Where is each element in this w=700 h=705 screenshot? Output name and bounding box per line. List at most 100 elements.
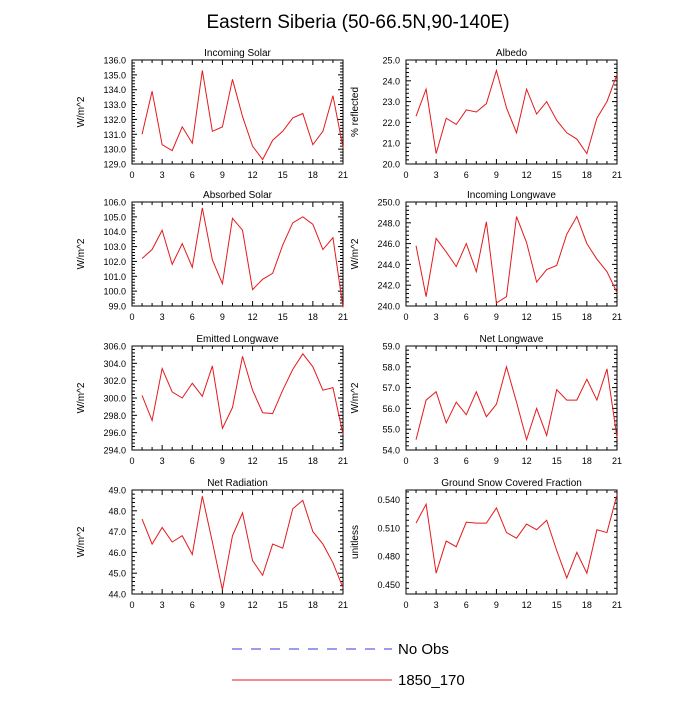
x-tick-label: 0	[403, 170, 408, 180]
x-tick-label: 9	[494, 170, 499, 180]
x-tick-label: 3	[160, 456, 165, 466]
x-tick-label: 15	[278, 170, 288, 180]
series-line	[141, 70, 344, 161]
y-tick-label: 0.480	[377, 552, 400, 562]
y-tick-label: 106.0	[103, 198, 126, 208]
y-tick-label: 59.0	[382, 342, 400, 352]
y-tick-label: 101.0	[103, 272, 126, 282]
plot-frame	[131, 59, 344, 165]
x-tick-label: 3	[160, 312, 165, 322]
x-tick-label: 0	[403, 312, 408, 322]
x-tick-label: 21	[338, 456, 348, 466]
y-tick-label: 44.0	[108, 590, 126, 600]
x-tick-label: 6	[464, 170, 469, 180]
y-tick-label: 24.0	[382, 76, 400, 86]
y-tick-label: 298.0	[103, 411, 126, 421]
x-tick-label: 6	[464, 600, 469, 610]
y-tick-label: 244.0	[377, 260, 400, 270]
x-tick-label: 15	[552, 312, 562, 322]
x-tick-label: 18	[308, 170, 318, 180]
x-tick-label: 3	[434, 600, 439, 610]
x-tick-label: 12	[522, 600, 532, 610]
panel-title: Ground Snow Covered Fraction	[441, 478, 582, 489]
y-tick-label: 105.0	[103, 212, 126, 222]
x-tick-label: 9	[220, 312, 225, 322]
panel-title: Albedo	[496, 48, 528, 59]
panel-title: Emitted Longwave	[196, 334, 279, 345]
x-tick-label: 18	[308, 600, 318, 610]
x-tick-label: 18	[582, 600, 592, 610]
y-tick-label: 306.0	[103, 342, 126, 352]
y-tick-label: 300.0	[103, 394, 126, 404]
panel-title: Net Radiation	[207, 478, 268, 489]
y-tick-label: 304.0	[103, 359, 126, 369]
y-tick-label: 0.510	[377, 523, 400, 533]
x-tick-label: 18	[582, 170, 592, 180]
y-tick-label: 56.0	[382, 404, 400, 414]
panel-7: Net Radiation W/m^2 0 3 6 9 12 15 18 21 44.0 45.0 46…	[76, 478, 348, 610]
panel-2: Albedo % reflected 0 3 6 9 12 15 18 21 20.0 21.0 22.…	[350, 48, 622, 180]
y-axis-label: W/m^2	[76, 96, 87, 127]
x-tick-label: 9	[494, 600, 499, 610]
x-tick-label: 18	[308, 312, 318, 322]
x-tick-label: 3	[434, 312, 439, 322]
plot-frame	[405, 201, 618, 307]
plot-frame	[131, 201, 344, 307]
x-tick-label: 12	[522, 456, 532, 466]
y-tick-label: 22.0	[382, 118, 400, 128]
y-tick-label: 25.0	[382, 56, 400, 66]
x-tick-label: 18	[582, 312, 592, 322]
y-tick-label: 49.0	[108, 486, 126, 496]
panel-6: Net Longwave W/m^2 0 3 6 9 12 15 18 21 54.0 55.0 56.…	[350, 334, 622, 466]
y-tick-label: 100.0	[103, 287, 126, 297]
y-tick-label: 57.0	[382, 383, 400, 393]
x-tick-label: 12	[248, 600, 258, 610]
y-tick-label: 136.0	[103, 56, 126, 66]
x-tick-label: 21	[338, 312, 348, 322]
x-tick-label: 21	[338, 600, 348, 610]
y-tick-label: 240.0	[377, 302, 400, 312]
series-line	[415, 68, 618, 155]
x-tick-label: 21	[612, 170, 622, 180]
panel-5: Emitted Longwave W/m^2 0 3 6 9 12 15 18 21 294.0 29…	[76, 334, 348, 466]
x-tick-label: 21	[612, 312, 622, 322]
panel-4: Incoming Longwave W/m^2 0 3 6 9 12 15 18 21 240.0 2…	[350, 190, 622, 322]
y-tick-label: 46.0	[108, 548, 126, 558]
x-tick-label: 3	[434, 456, 439, 466]
y-tick-label: 246.0	[377, 239, 400, 249]
x-tick-label: 0	[403, 456, 408, 466]
y-tick-label: 102.0	[103, 257, 126, 267]
x-tick-label: 15	[552, 600, 562, 610]
y-tick-label: 133.0	[103, 100, 126, 110]
series-line	[141, 207, 344, 308]
panel-title: Net Longwave	[480, 334, 544, 345]
x-tick-label: 9	[220, 456, 225, 466]
x-tick-label: 12	[248, 170, 258, 180]
x-tick-label: 9	[494, 312, 499, 322]
x-tick-label: 12	[248, 456, 258, 466]
x-tick-label: 0	[129, 170, 134, 180]
y-axis-label: % reflected	[350, 87, 361, 137]
series-line	[415, 494, 618, 580]
x-tick-label: 12	[248, 312, 258, 322]
y-axis-label: unitless	[350, 525, 361, 559]
x-tick-label: 15	[278, 312, 288, 322]
x-tick-label: 9	[220, 170, 225, 180]
panel-title: Incoming Solar	[204, 48, 271, 59]
x-tick-label: 0	[129, 600, 134, 610]
x-tick-label: 21	[338, 170, 348, 180]
y-tick-label: 134.0	[103, 85, 126, 95]
y-tick-label: 23.0	[382, 97, 400, 107]
y-tick-label: 135.0	[103, 70, 126, 80]
y-tick-label: 248.0	[377, 218, 400, 228]
y-tick-label: 48.0	[108, 506, 126, 516]
legend-label-1850-170: 1850_170	[398, 672, 465, 689]
y-tick-label: 294.0	[103, 446, 126, 456]
y-tick-label: 20.0	[382, 160, 400, 170]
x-tick-label: 6	[464, 456, 469, 466]
plot-frame	[405, 59, 618, 165]
panel-3: Absorbed Solar W/m^2 0 3 6 9 12 15 18 21 99.0 100.0…	[76, 190, 348, 322]
y-tick-label: 99.0	[108, 302, 126, 312]
y-axis-label: W/m^2	[76, 382, 87, 413]
